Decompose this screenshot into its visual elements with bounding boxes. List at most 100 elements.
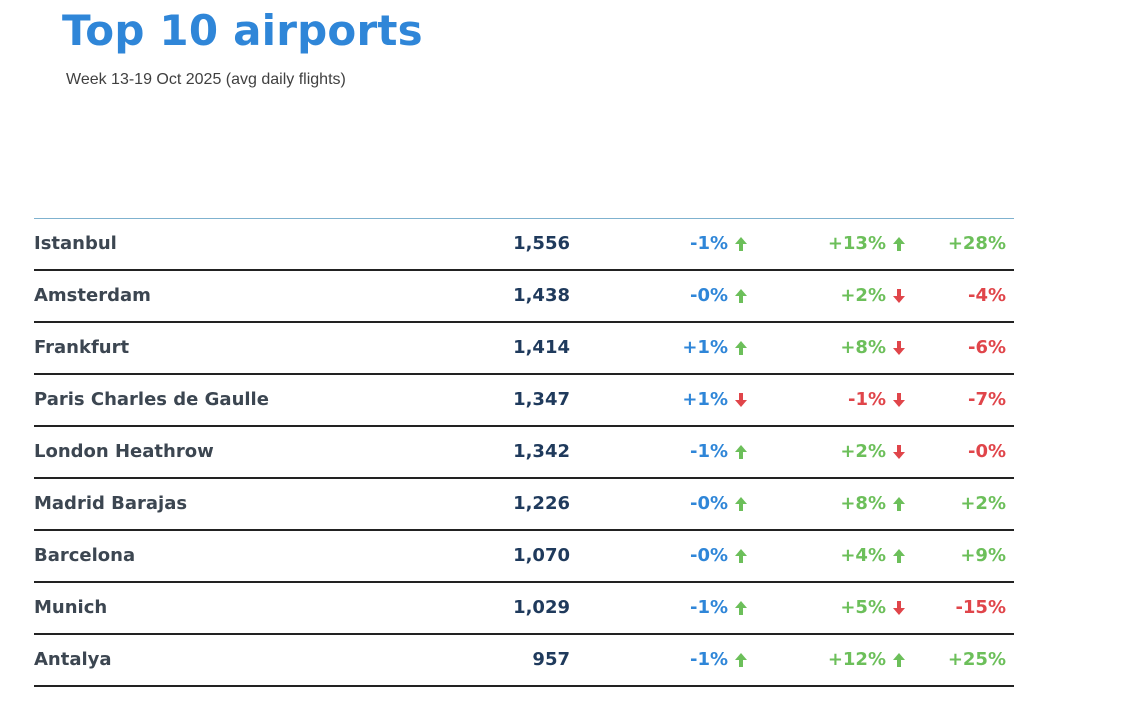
change-1-value: -1%	[689, 441, 728, 462]
table-row: Madrid Barajas 1,226 -0% +8% +2%	[34, 479, 1014, 531]
change-2: +4%	[840, 531, 906, 581]
change-2-value: +4%	[840, 545, 886, 566]
airport-name: Amsterdam	[34, 285, 151, 306]
change-3: -0%	[968, 427, 1006, 477]
change-3-value: -15%	[955, 597, 1006, 618]
arrow-up-icon	[734, 444, 748, 460]
change-2-value: -1%	[847, 389, 886, 410]
arrow-down-icon	[892, 288, 906, 304]
change-3: -6%	[968, 323, 1006, 373]
avg-daily-flights: 1,029	[513, 597, 570, 618]
change-2: +2%	[840, 427, 906, 477]
change-3-value: +9%	[960, 545, 1006, 566]
change-1: -1%	[690, 427, 748, 477]
change-3-value: +25%	[947, 649, 1006, 670]
change-3-value: +2%	[960, 493, 1006, 514]
change-3-value: +28%	[947, 233, 1006, 254]
change-1-value: -0%	[689, 545, 728, 566]
airport-name: Frankfurt	[34, 337, 130, 358]
change-2-value: +8%	[840, 493, 886, 514]
change-1: -0%	[690, 479, 748, 529]
change-2-value: +2%	[840, 441, 886, 462]
arrow-up-icon	[734, 288, 748, 304]
change-1-value: -0%	[689, 285, 728, 306]
avg-daily-flights: 1,438	[513, 285, 570, 306]
arrow-up-icon	[892, 236, 906, 252]
arrow-down-icon	[892, 392, 906, 408]
airport-name: Barcelona	[34, 545, 136, 566]
change-2: -1%	[848, 375, 906, 425]
avg-daily-flights: 1,556	[513, 233, 570, 254]
change-1: -0%	[690, 531, 748, 581]
avg-daily-flights: 1,226	[513, 493, 570, 514]
change-2: +8%	[840, 479, 906, 529]
arrow-up-icon	[892, 652, 906, 668]
change-3: +9%	[960, 531, 1006, 581]
table-row: Munich 1,029 -1% +5% -15%	[34, 583, 1014, 635]
avg-daily-flights: 1,342	[513, 441, 570, 462]
change-2-value: +8%	[840, 337, 886, 358]
change-1: +1%	[682, 375, 748, 425]
change-3: -15%	[955, 583, 1006, 633]
arrow-down-icon	[734, 392, 748, 408]
change-3-value: -7%	[967, 389, 1006, 410]
change-1-value: -1%	[689, 597, 728, 618]
change-1-value: -1%	[689, 233, 728, 254]
page-title: Top 10 airports	[62, 6, 423, 55]
table-row: Barcelona 1,070 -0% +4% +9%	[34, 531, 1014, 583]
avg-daily-flights: 1,347	[513, 389, 570, 410]
page-subtitle: Week 13-19 Oct 2025 (avg daily flights)	[66, 71, 346, 88]
airports-table: Istanbul 1,556 -1% +13% +28% Amsterdam 1…	[34, 218, 1014, 687]
change-1: -1%	[690, 219, 748, 269]
change-1-value: -0%	[689, 493, 728, 514]
change-3: +28%	[948, 219, 1006, 269]
change-2: +12%	[828, 635, 906, 685]
change-2-value: +2%	[840, 285, 886, 306]
table-row: Paris Charles de Gaulle 1,347 +1% -1% -7…	[34, 375, 1014, 427]
change-3: +25%	[948, 635, 1006, 685]
change-1-value: +1%	[682, 389, 728, 410]
change-3: -4%	[968, 271, 1006, 321]
table-row: Antalya 957 -1% +12% +25%	[34, 635, 1014, 687]
arrow-up-icon	[734, 548, 748, 564]
change-2-value: +13%	[827, 233, 886, 254]
arrow-up-icon	[734, 600, 748, 616]
airport-name: Paris Charles de Gaulle	[34, 389, 269, 410]
change-2-value: +5%	[840, 597, 886, 618]
change-1: -0%	[690, 271, 748, 321]
change-1: +1%	[682, 323, 748, 373]
arrow-down-icon	[892, 444, 906, 460]
change-3-value: -6%	[967, 337, 1006, 358]
avg-daily-flights: 1,070	[513, 545, 570, 566]
change-3: -7%	[968, 375, 1006, 425]
change-2: +13%	[828, 219, 906, 269]
arrow-up-icon	[734, 496, 748, 512]
airport-name: Istanbul	[34, 233, 117, 254]
arrow-up-icon	[734, 340, 748, 356]
change-2: +8%	[840, 323, 906, 373]
change-2: +2%	[840, 271, 906, 321]
arrow-up-icon	[892, 548, 906, 564]
change-1-value: -1%	[689, 649, 728, 670]
avg-daily-flights: 957	[532, 649, 570, 670]
arrow-up-icon	[734, 236, 748, 252]
table-row: Amsterdam 1,438 -0% +2% -4%	[34, 271, 1014, 323]
change-1: -1%	[690, 583, 748, 633]
arrow-up-icon	[734, 652, 748, 668]
airport-name: London Heathrow	[34, 441, 214, 462]
change-2: +5%	[840, 583, 906, 633]
change-2-value: +12%	[827, 649, 886, 670]
arrow-up-icon	[892, 496, 906, 512]
change-3-value: -0%	[967, 441, 1006, 462]
change-3: +2%	[960, 479, 1006, 529]
airport-name: Antalya	[34, 649, 112, 670]
change-1: -1%	[690, 635, 748, 685]
table-row: London Heathrow 1,342 -1% +2% -0%	[34, 427, 1014, 479]
avg-daily-flights: 1,414	[513, 337, 570, 358]
change-3-value: -4%	[967, 285, 1006, 306]
change-1-value: +1%	[682, 337, 728, 358]
table-row: Istanbul 1,556 -1% +13% +28%	[34, 219, 1014, 271]
table-row: Frankfurt 1,414 +1% +8% -6%	[34, 323, 1014, 375]
arrow-down-icon	[892, 600, 906, 616]
airport-name: Madrid Barajas	[34, 493, 188, 514]
